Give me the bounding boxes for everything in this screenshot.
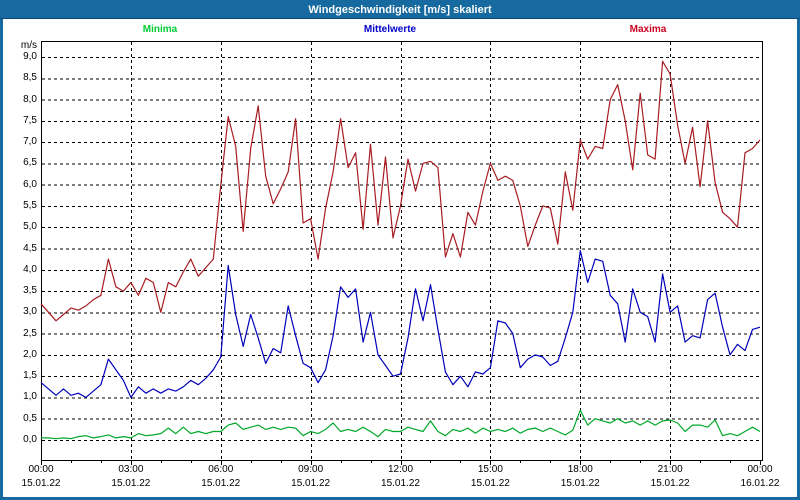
x-tick-time-label: 15:00 bbox=[477, 464, 503, 475]
y-tick-label: 2,0 bbox=[23, 348, 37, 360]
series-line-mittelwerte bbox=[40, 250, 761, 398]
x-tick-time-label: 00:00 bbox=[747, 464, 773, 475]
legend-mittelwerte: Mittelwerte bbox=[363, 24, 417, 35]
y-tick-label: 0,5 bbox=[23, 412, 37, 424]
y-tick-label: 1,0 bbox=[23, 391, 37, 403]
y-tick-label: 3,0 bbox=[23, 306, 37, 318]
window-title: Windgeschwindigkeit [m/s] skaliert bbox=[308, 4, 492, 16]
x-tick-time-label: 09:00 bbox=[298, 464, 324, 475]
window-border-left bbox=[0, 19, 3, 500]
series-line-minima bbox=[41, 409, 761, 440]
x-tick-time-label: 03:00 bbox=[118, 464, 144, 475]
y-tick-label: 4,5 bbox=[23, 242, 37, 254]
title-bar: Windgeschwindigkeit [m/s] skaliert bbox=[0, 0, 800, 19]
y-tick-label: 3,5 bbox=[23, 285, 37, 297]
y-tick-label: 0,0 bbox=[23, 434, 37, 445]
y-tick-label: 5,5 bbox=[23, 199, 37, 211]
x-tick-date-label: 16.01.22 bbox=[740, 478, 780, 489]
x-tick-time-label: 00:00 bbox=[28, 464, 54, 475]
x-tick-time-label: 12:00 bbox=[387, 464, 414, 475]
window-border-bottom bbox=[0, 497, 800, 500]
series-line-maxima bbox=[40, 60, 761, 322]
legend-maxima: Maxima bbox=[629, 24, 667, 35]
y-tick-label: 5,0 bbox=[23, 221, 37, 233]
y-tick-label: 4,0 bbox=[23, 263, 37, 275]
x-tick-date-label: 15.01.22 bbox=[650, 478, 690, 489]
y-tick-label: 8,5 bbox=[23, 72, 37, 84]
x-tick-date-label: 15.01.22 bbox=[111, 478, 151, 489]
x-tick-date-label: 15.01.22 bbox=[201, 478, 241, 489]
y-tick-label: 6,0 bbox=[23, 178, 37, 190]
y-tick-label: 9,0 bbox=[23, 51, 37, 62]
y-tick-label: 7,5 bbox=[23, 114, 37, 126]
legend-minima: Minima bbox=[142, 24, 178, 35]
y-tick-label: 7,0 bbox=[23, 136, 37, 148]
x-tick-date-label: 15.01.22 bbox=[381, 478, 420, 489]
y-tick-label: 2,5 bbox=[23, 327, 37, 339]
x-tick-time-label: 06:00 bbox=[208, 464, 234, 475]
y-tick-label: 1,5 bbox=[23, 370, 37, 382]
y-axis-unit-label: m/s bbox=[20, 40, 37, 51]
y-tick-label: 8,0 bbox=[23, 93, 37, 105]
x-tick-date-label: 15.01.22 bbox=[21, 478, 61, 489]
window-border-right bbox=[797, 19, 800, 500]
x-tick-date-label: 15.01.22 bbox=[470, 478, 510, 489]
y-tick-label: 6,5 bbox=[23, 157, 37, 169]
x-tick-time-label: 21:00 bbox=[657, 464, 683, 475]
x-tick-date-label: 15.01.22 bbox=[291, 478, 331, 489]
x-tick-time-label: 18:00 bbox=[567, 464, 593, 475]
x-tick-date-label: 15.01.22 bbox=[560, 478, 600, 489]
